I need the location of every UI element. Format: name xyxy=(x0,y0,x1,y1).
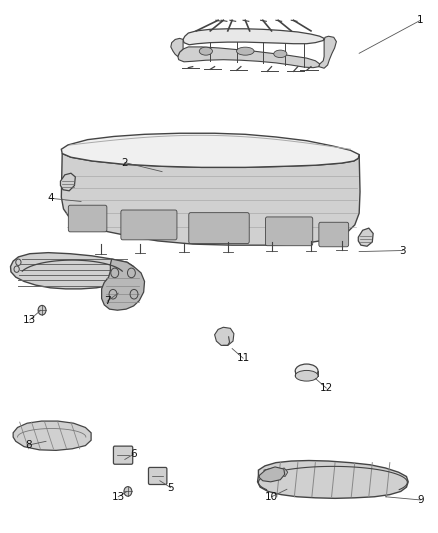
Text: 12: 12 xyxy=(320,383,333,393)
Polygon shape xyxy=(358,228,373,246)
Text: 7: 7 xyxy=(104,296,111,306)
FancyBboxPatch shape xyxy=(121,210,177,240)
Text: 3: 3 xyxy=(399,246,406,255)
Polygon shape xyxy=(319,36,336,68)
FancyBboxPatch shape xyxy=(113,446,133,464)
Circle shape xyxy=(124,487,132,496)
Text: 6: 6 xyxy=(130,449,137,459)
FancyBboxPatch shape xyxy=(68,205,107,232)
Polygon shape xyxy=(11,253,135,289)
Text: 4: 4 xyxy=(47,193,54,203)
Polygon shape xyxy=(275,468,288,477)
Ellipse shape xyxy=(274,50,287,58)
Polygon shape xyxy=(171,38,183,56)
Polygon shape xyxy=(178,47,320,68)
Text: 2: 2 xyxy=(121,158,128,167)
Ellipse shape xyxy=(237,47,254,55)
Circle shape xyxy=(38,305,46,315)
Ellipse shape xyxy=(295,370,318,381)
Polygon shape xyxy=(264,468,277,477)
Text: 10: 10 xyxy=(265,492,278,502)
Polygon shape xyxy=(215,327,234,345)
Ellipse shape xyxy=(295,364,318,378)
Polygon shape xyxy=(61,133,359,167)
Text: 13: 13 xyxy=(112,492,125,502)
FancyBboxPatch shape xyxy=(265,217,313,246)
Text: 9: 9 xyxy=(417,495,424,505)
Polygon shape xyxy=(183,29,324,45)
Polygon shape xyxy=(259,467,285,482)
Text: 5: 5 xyxy=(167,483,174,492)
Polygon shape xyxy=(61,154,360,245)
Polygon shape xyxy=(102,259,145,310)
Text: 11: 11 xyxy=(237,353,250,363)
Text: 1: 1 xyxy=(417,15,424,25)
FancyBboxPatch shape xyxy=(319,222,349,247)
Ellipse shape xyxy=(199,47,212,55)
Polygon shape xyxy=(13,421,91,450)
FancyBboxPatch shape xyxy=(189,213,249,244)
Polygon shape xyxy=(60,173,75,191)
Polygon shape xyxy=(258,461,408,498)
FancyBboxPatch shape xyxy=(148,467,167,484)
Text: 8: 8 xyxy=(25,440,32,450)
Text: 13: 13 xyxy=(23,315,36,325)
